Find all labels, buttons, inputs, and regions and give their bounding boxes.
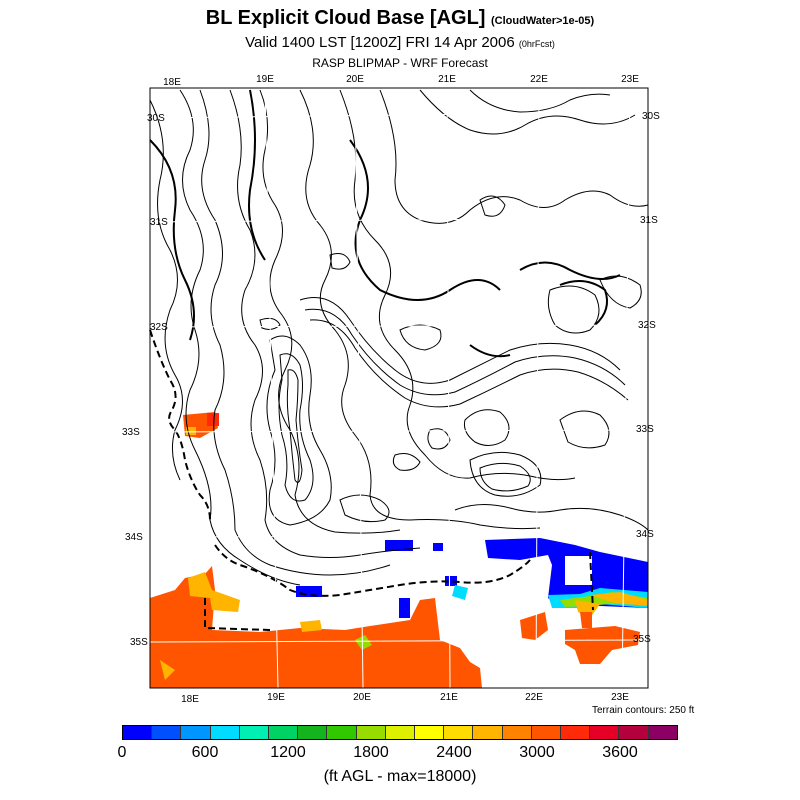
colorbar-label: 3000 (519, 744, 555, 761)
terrain-contours (149, 89, 649, 586)
title-text: BL Explicit Cloud Base [AGL] (205, 7, 486, 29)
valid-text: Valid 1400 LST [1200Z] FRI 14 Apr 2006 (245, 34, 515, 51)
lat-lon-grid (149, 87, 649, 689)
valid-time: Valid 1400 LST [1200Z] FRI 14 Apr 2006 (… (0, 34, 800, 51)
lat-right-label: 33S (636, 424, 654, 435)
lon-top-label: 19E (256, 74, 274, 85)
colorbar-swatch (385, 726, 416, 739)
colorbar-swatch (356, 726, 386, 739)
lat-right-label: 34S (636, 529, 654, 540)
lon-bottom-label: 21E (440, 692, 458, 703)
colorbar-swatch (327, 726, 357, 739)
colorbar-swatch (415, 726, 445, 739)
colorbar-swatch (444, 726, 474, 739)
colorbar (122, 725, 678, 740)
lat-right-label: 35S (633, 634, 651, 645)
colorbar-swatch (269, 726, 299, 739)
lat-right-label: 31S (640, 215, 658, 226)
colorbar-swatch (181, 726, 211, 739)
colorbar-label: 1200 (270, 744, 306, 761)
colorbar-swatch (561, 726, 591, 739)
colorbar-swatch (473, 726, 503, 739)
lon-top-label: 20E (346, 74, 364, 85)
colorbar-label: 0 (117, 744, 127, 761)
colorbar-label: 2400 (436, 744, 472, 761)
lat-right-label: 30S (642, 111, 660, 122)
colorbar-label: 1800 (353, 744, 389, 761)
lon-bottom-label: 23E (611, 692, 629, 703)
colorbar-swatch (648, 726, 677, 739)
colorbar-swatch (298, 726, 328, 739)
terrain-note: Terrain contours: 250 ft (592, 705, 695, 716)
lat-labels-left: 30S 31S 32S 33S 34S 35S (122, 113, 168, 648)
colorbar-swatch (239, 726, 270, 739)
lat-left-label: 30S (147, 113, 165, 124)
lat-right-label: 32S (638, 320, 656, 331)
model-label: RASP BLIPMAP - WRF Forecast (312, 56, 488, 70)
lon-bottom-label: 22E (525, 692, 543, 703)
coastline (149, 329, 594, 631)
lon-labels-top: 18E 19E 20E 21E 22E 23E (163, 74, 639, 88)
lat-left-label: 34S (125, 532, 143, 543)
lat-left-label: 32S (150, 322, 168, 333)
major-contours (149, 89, 621, 358)
lat-left-label: 35S (130, 637, 148, 648)
colorbar-swatch (152, 726, 182, 739)
lon-labels-bottom: 18E 19E 20E 21E 22E 23E (181, 692, 629, 705)
lat-labels-right: 30S 31S 32S 33S 34S 35S (633, 111, 660, 645)
lon-top-label: 23E (621, 74, 639, 85)
colorbar-units: (ft AGL - max=18000) (323, 768, 477, 785)
lon-top-label: 21E (438, 74, 456, 85)
lat-left-label: 31S (150, 217, 168, 228)
colorbar-label: 3600 (602, 744, 638, 761)
colorbar-swatch (531, 726, 562, 739)
lon-bottom-label: 20E (353, 692, 371, 703)
lon-bottom-label: 19E (267, 692, 285, 703)
forecast-hour: (0hrFcst) (518, 39, 555, 49)
lon-top-label: 18E (163, 77, 181, 88)
colorbar-swatch (619, 726, 649, 739)
colorbar-swatch (123, 726, 153, 739)
map-frame (149, 87, 649, 689)
chart-title: BL Explicit Cloud Base [AGL] (CloudWater… (0, 7, 800, 30)
lon-top-label: 22E (530, 74, 548, 85)
lat-left-label: 33S (122, 427, 140, 438)
colorbar-swatch (590, 726, 620, 739)
title-note: (CloudWater>1e-05) (491, 15, 595, 27)
colorbar-swatch (210, 726, 240, 739)
colorbar-swatch (502, 726, 532, 739)
lon-bottom-label: 18E (181, 694, 199, 705)
colorbar-label: 600 (191, 744, 219, 761)
